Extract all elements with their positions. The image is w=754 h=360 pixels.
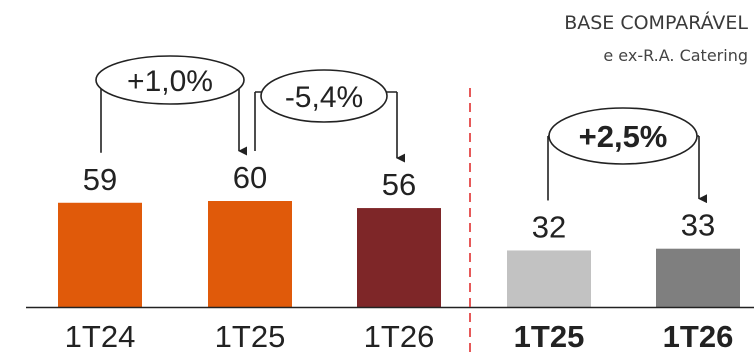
category-label-4: 1T26 (663, 319, 734, 354)
comparable-base-subnote: e ex-R.A. Catering (603, 46, 748, 65)
annotation-bubble-0 (95, 55, 245, 105)
category-label-3: 1T25 (514, 319, 585, 354)
annotation-text-1: -5,4% (285, 81, 363, 114)
bar-1T25-3 (507, 250, 591, 307)
data-label-1: 60 (233, 160, 267, 195)
comparable-base-note: BASE COMPARÁVEL (564, 12, 748, 34)
annotation-bubble-2 (548, 107, 698, 165)
growth-annotation-1: -5,4% (254, 69, 406, 163)
bar-1T25-1 (208, 201, 292, 307)
data-label-4: 33 (681, 208, 715, 243)
data-label-2: 56 (382, 167, 416, 202)
bar-1T24-0 (58, 202, 142, 307)
category-label-2: 1T26 (364, 319, 435, 354)
bar-1T26-4 (656, 248, 740, 307)
annotation-text-2: +2,5% (579, 119, 668, 154)
category-label-1: 1T25 (215, 319, 286, 354)
growth-annotation-2: +2,5% (547, 107, 708, 204)
category-label-0: 1T24 (65, 319, 136, 354)
data-label-3: 32 (532, 209, 566, 244)
data-label-0: 59 (83, 162, 117, 197)
bar-1T26-2 (357, 208, 441, 307)
annotation-text-0: +1,0% (127, 65, 213, 98)
growth-annotation-0: +1,0% (95, 55, 248, 156)
annotation-bubble-1 (260, 69, 388, 123)
